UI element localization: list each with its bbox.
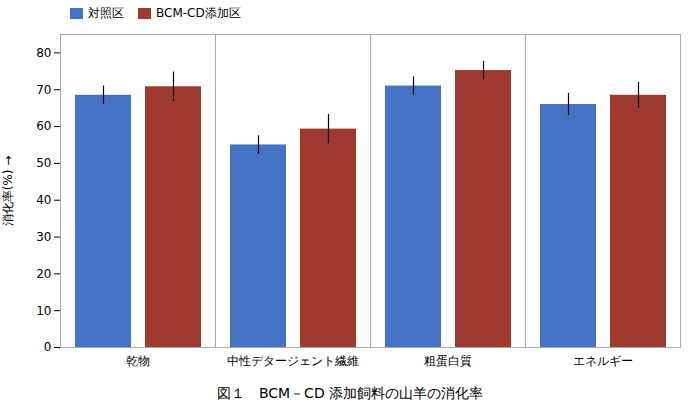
html-text:図１ BCM－CD 添加飼料の山羊の消化率: 図１ BCM－CD 添加飼料の山羊の消化率 (216, 385, 484, 401)
svg-text:30: 30 (36, 230, 51, 244)
svg-text:エネルギー: エネルギー (573, 354, 633, 368)
svg-text:0: 0 (44, 340, 52, 354)
svg-text:10: 10 (36, 304, 51, 318)
svg-text:20: 20 (36, 267, 51, 281)
svg-text:乾物: 乾物 (126, 354, 150, 368)
html-text:対照区: 対照区 (88, 5, 124, 20)
svg-text:50: 50 (36, 156, 51, 170)
svg-text:粗蛋白質: 粗蛋白質 (424, 354, 472, 368)
svg-text:70: 70 (36, 83, 51, 97)
svg-text:60: 60 (36, 119, 51, 133)
html-text:BCM-CD添加区: BCM-CD添加区 (156, 5, 241, 20)
svg-text:中性デタージェント繊維: 中性デタージェント繊維 (227, 354, 359, 368)
svg-text:80: 80 (36, 46, 51, 60)
svg-text:40: 40 (36, 193, 51, 207)
svg-text:消化率(%) →: 消化率(%) → (1, 156, 15, 227)
